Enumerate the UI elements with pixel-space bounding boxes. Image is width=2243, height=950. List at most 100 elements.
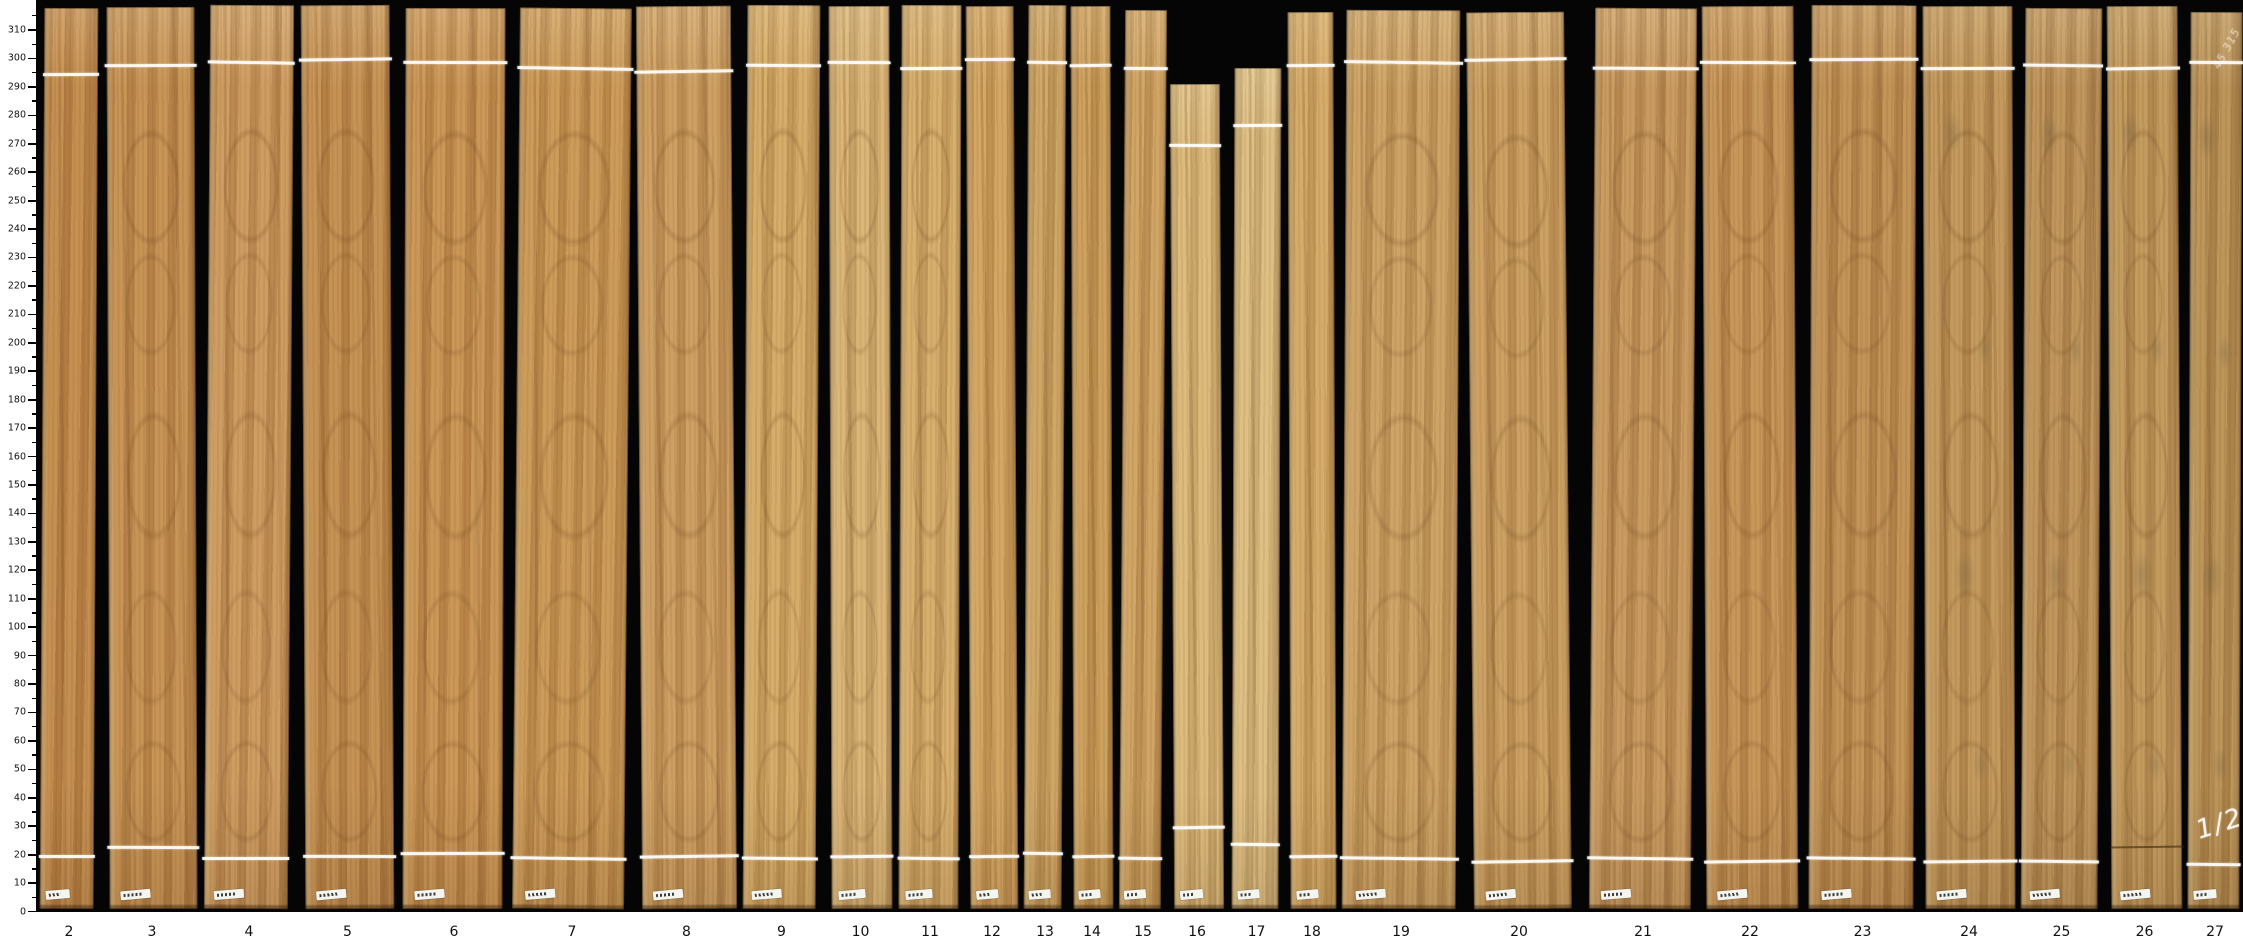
ruler-major-tick bbox=[28, 342, 37, 344]
board-22 bbox=[1700, 5, 1800, 910]
ruler-minor-tick bbox=[32, 697, 37, 699]
ruler-tick-label: 50 bbox=[13, 763, 26, 775]
ruler-tick-label: 290 bbox=[7, 81, 26, 93]
ruler-tick-label: 280 bbox=[7, 109, 26, 121]
board-17 bbox=[1230, 67, 1283, 910]
chalk-line-bottom bbox=[741, 856, 818, 861]
board-number-label: 26 bbox=[2135, 924, 2154, 940]
ruler-minor-tick bbox=[32, 15, 37, 17]
chalk-line-top bbox=[208, 60, 296, 65]
chalk-line-top bbox=[1920, 66, 2015, 70]
ruler-major-tick bbox=[28, 484, 37, 486]
chalk-line-bottom bbox=[1806, 856, 1916, 861]
chalk-line-bottom bbox=[639, 853, 739, 858]
chalk-half-mark: 1/2 bbox=[2192, 802, 2243, 846]
ruler-major-tick bbox=[28, 86, 37, 88]
ruler-tick-label: 120 bbox=[7, 564, 26, 576]
ruler-tick-label: 0 bbox=[19, 905, 26, 917]
chalk-line-bottom bbox=[1471, 859, 1574, 864]
ruler-minor-tick bbox=[32, 271, 37, 273]
board-number-label: 27 bbox=[2206, 924, 2224, 940]
board-5 bbox=[299, 4, 396, 910]
ruler-major-tick bbox=[28, 370, 37, 373]
chalk-line-bottom bbox=[1230, 842, 1280, 847]
chalk-line-bottom bbox=[1923, 859, 2018, 864]
chalk-line-top bbox=[1169, 143, 1222, 147]
ruler-major-tick bbox=[28, 142, 37, 145]
chalk-line-bottom bbox=[1118, 857, 1163, 861]
board-7 bbox=[510, 7, 634, 910]
ruler-minor-tick bbox=[32, 128, 37, 131]
barcode-sticker bbox=[1820, 889, 1852, 901]
board-number-label: 15 bbox=[1134, 924, 1152, 940]
chalk-line-top bbox=[964, 58, 1015, 62]
ruler-minor-tick bbox=[32, 299, 37, 301]
ruler-minor-tick bbox=[32, 583, 37, 586]
chalk-line-top bbox=[517, 65, 634, 71]
ruler-tick-label: 100 bbox=[7, 621, 26, 633]
chalk-line-bottom bbox=[1289, 854, 1338, 858]
board-2 bbox=[38, 7, 100, 910]
ruler-minor-tick bbox=[32, 782, 37, 785]
chalk-line-top bbox=[745, 63, 822, 67]
chalk-line-top bbox=[2105, 66, 2180, 71]
chalk-line-top bbox=[1464, 57, 1567, 62]
ruler-minor-tick bbox=[32, 839, 37, 842]
barcode-sticker bbox=[2029, 889, 2061, 901]
chalk-line-bottom bbox=[510, 856, 627, 861]
chalk-line-bottom bbox=[897, 857, 960, 861]
board-10 bbox=[827, 5, 894, 910]
ruler-major-tick bbox=[28, 285, 37, 287]
chalk-line-bottom bbox=[38, 854, 95, 858]
chalk-line-bottom bbox=[107, 845, 200, 849]
chalk-line-bottom bbox=[969, 854, 1020, 858]
chalk-line-bottom bbox=[1704, 859, 1800, 864]
board-number-label: 18 bbox=[1303, 924, 1321, 940]
barcode-sticker bbox=[1027, 889, 1051, 901]
board-6 bbox=[400, 7, 508, 910]
chalk-line-top bbox=[1123, 66, 1168, 70]
barcode-sticker bbox=[1295, 889, 1319, 901]
board-number-label: 20 bbox=[1510, 924, 1528, 940]
ruler-major-tick bbox=[28, 29, 37, 31]
chalk-line-top bbox=[104, 63, 197, 67]
board-26 bbox=[2105, 5, 2184, 910]
barcode-sticker bbox=[525, 889, 556, 901]
chalk-line-bottom bbox=[1339, 856, 1459, 861]
ruler-minor-tick bbox=[32, 441, 37, 443]
ruler-major-tick bbox=[28, 853, 37, 856]
chalk-line-top bbox=[1286, 64, 1335, 67]
board-number-label: 4 bbox=[244, 924, 254, 940]
chalk-line-bottom bbox=[202, 857, 290, 861]
ruler-tick-label: 310 bbox=[7, 24, 26, 36]
ruler-major-tick bbox=[28, 455, 37, 458]
ruler-tick-label: 110 bbox=[7, 592, 26, 604]
board-number-label: 19 bbox=[1392, 924, 1410, 940]
board-number-label: 10 bbox=[851, 924, 870, 940]
chalk-line-top bbox=[1700, 61, 1796, 65]
chalk-line-top bbox=[42, 72, 100, 76]
ruler-tick-label: 90 bbox=[13, 649, 26, 661]
board-number-label: 24 bbox=[1960, 924, 1978, 940]
ruler-tick-label: 130 bbox=[7, 536, 26, 548]
ruler-tick-label: 300 bbox=[7, 52, 26, 64]
ruler-tick-label: 220 bbox=[7, 280, 26, 292]
ruler-major-tick bbox=[28, 199, 37, 202]
ruler-minor-tick bbox=[32, 356, 37, 358]
chalk-line-top bbox=[1809, 58, 1919, 62]
ruler-tick-label: 40 bbox=[13, 792, 26, 803]
ruler-major-tick bbox=[28, 683, 37, 685]
ruler-minor-tick bbox=[32, 498, 37, 500]
board-number-label: 14 bbox=[1083, 924, 1101, 940]
board-23 bbox=[1806, 4, 1919, 910]
barcode-sticker bbox=[1123, 889, 1147, 901]
board-15 bbox=[1118, 9, 1168, 910]
ruler-tick-label: 260 bbox=[7, 166, 26, 178]
ruler-minor-tick bbox=[32, 384, 37, 387]
barcode-sticker bbox=[1600, 889, 1632, 901]
ruler-major-tick bbox=[28, 740, 37, 742]
chalk-line-top bbox=[634, 69, 734, 74]
ruler-major-tick bbox=[28, 597, 37, 600]
ruler-minor-tick bbox=[32, 185, 37, 188]
